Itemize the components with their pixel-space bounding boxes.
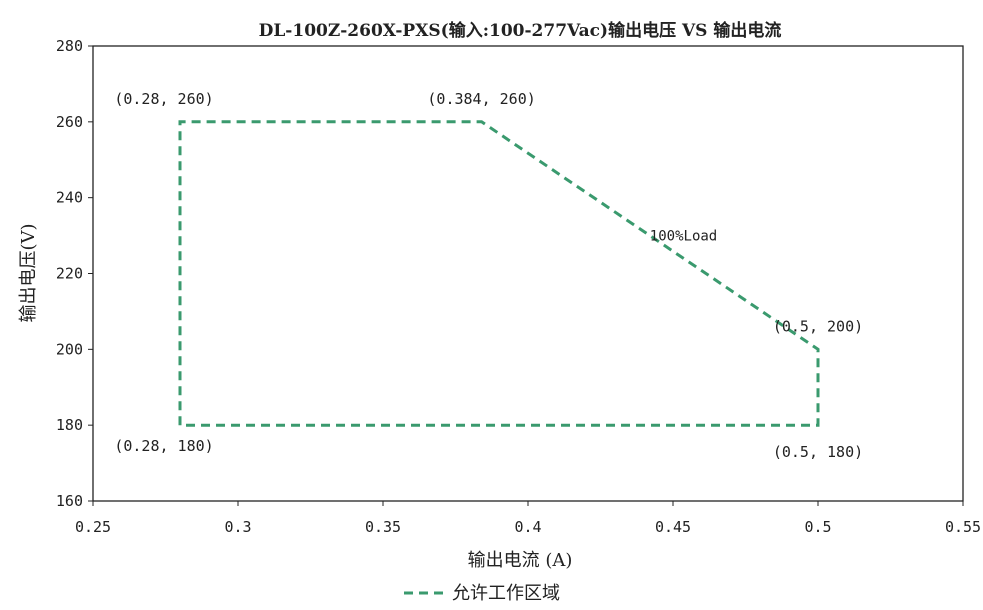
- annotation-label: 100%Load: [650, 229, 717, 245]
- x-axis-label: 输出电流 (A): [468, 550, 573, 571]
- y-tick-label: 200: [56, 340, 83, 358]
- y-tick-label: 160: [56, 492, 83, 510]
- y-tick-label: 220: [56, 265, 83, 283]
- x-tick-label: 0.5: [804, 518, 831, 536]
- x-tick-label: 0.4: [514, 518, 541, 536]
- y-tick-label: 180: [56, 416, 83, 434]
- x-tick-label: 0.25: [75, 518, 111, 536]
- annotation-label: (0.384, 260): [427, 90, 535, 108]
- series-group: [180, 122, 818, 425]
- x-tick-label: 0.3: [224, 518, 251, 536]
- annotation-label: (0.5, 180): [773, 443, 863, 461]
- y-tick-label: 260: [56, 113, 83, 131]
- operating-area-line: [180, 122, 818, 425]
- annotation-label: (0.28, 180): [114, 437, 213, 455]
- x-tick-label: 0.55: [945, 518, 981, 536]
- chart-title: DL-100Z-260X-PXS(输入:100-277Vac)输出电压 VS 输…: [259, 20, 782, 41]
- y-tick-label: 280: [56, 37, 83, 55]
- x-axis-ticks: 0.25 0.3 0.35 0.4 0.45 0.5 0.55: [75, 501, 981, 536]
- x-tick-label: 0.35: [365, 518, 401, 536]
- annotation-label: (0.5, 200): [773, 317, 863, 335]
- legend-label: 允许工作区域: [452, 583, 560, 604]
- x-tick-label: 0.45: [655, 518, 691, 536]
- plot-area: [93, 46, 963, 501]
- y-tick-label: 240: [56, 189, 83, 207]
- y-axis-ticks: 160 180 200 220 240 260 280: [56, 37, 93, 510]
- y-axis-label: 输出电压(V): [18, 223, 39, 322]
- annotation-label: (0.28, 260): [114, 90, 213, 108]
- annotation-group: (0.28, 260) (0.384, 260) 100%Load (0.5, 200…: [114, 90, 863, 461]
